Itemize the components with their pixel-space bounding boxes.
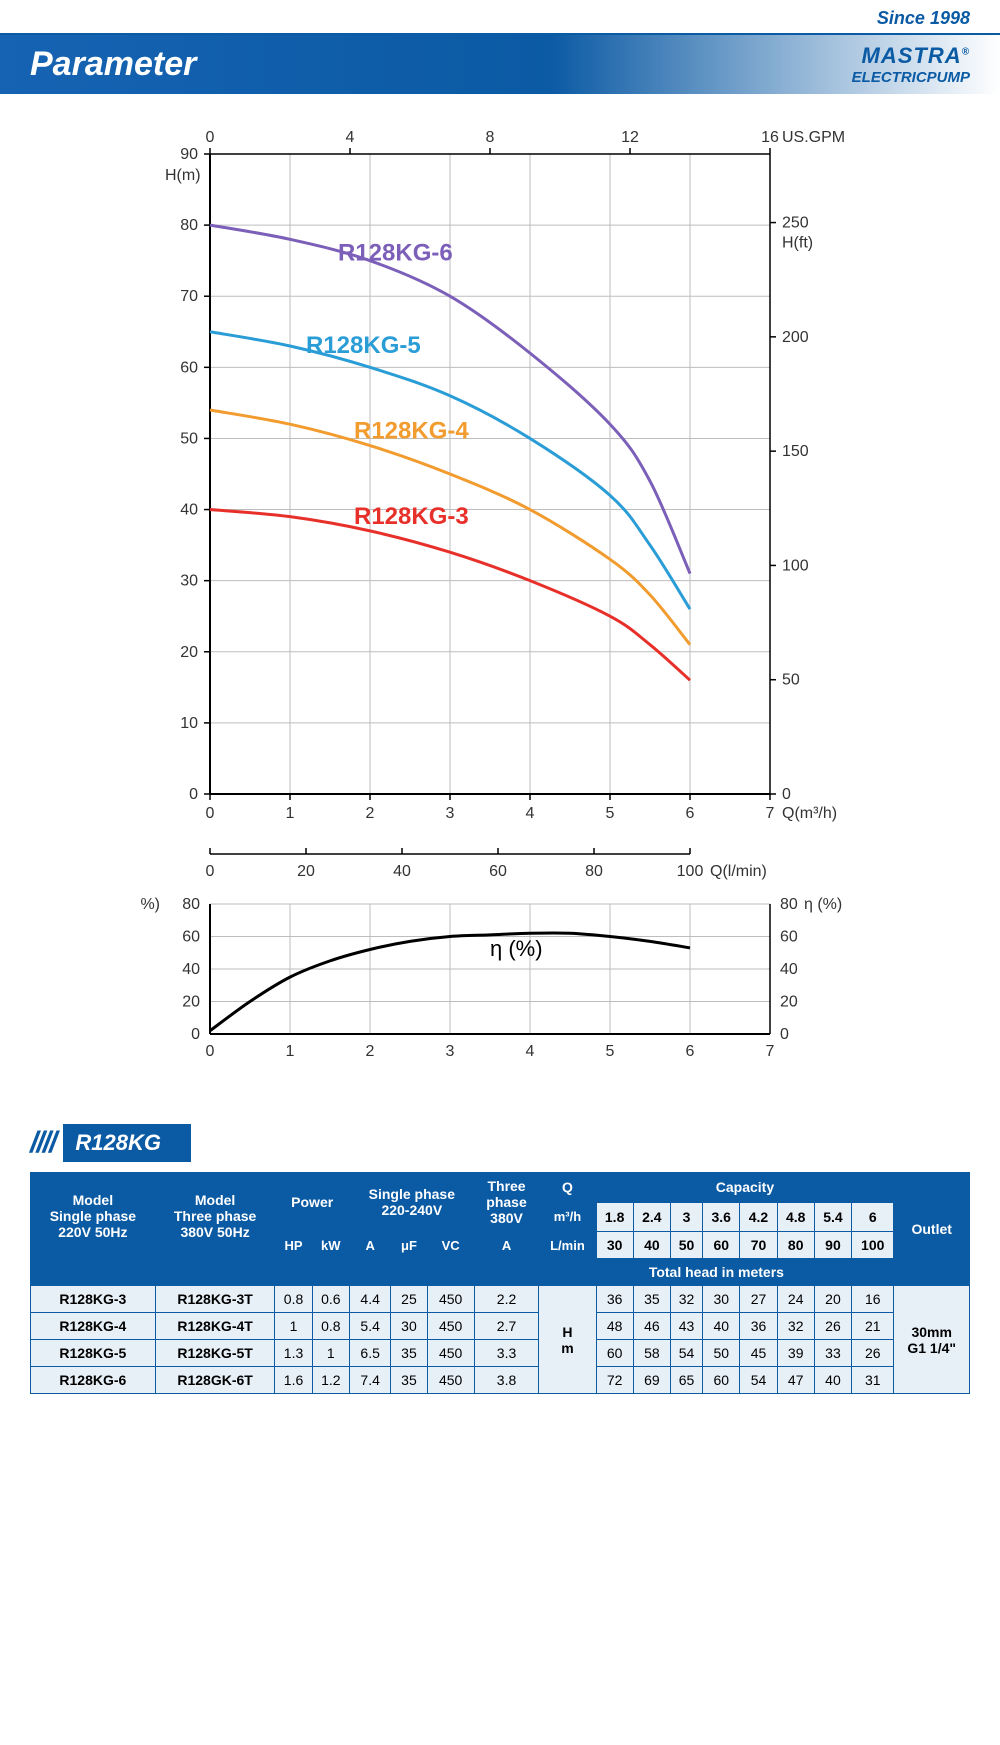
svg-text:60: 60	[182, 929, 200, 946]
svg-text:R128KG-3: R128KG-3	[354, 503, 469, 530]
since-text: Since 1998	[0, 0, 1000, 35]
svg-text:200: 200	[782, 329, 809, 346]
svg-text:20: 20	[180, 644, 198, 661]
section-header: //// R128KG	[30, 1124, 970, 1162]
brand-sub: ELECTRICPUMP	[852, 69, 970, 86]
svg-text:8: 8	[486, 129, 495, 146]
svg-text:90: 90	[180, 146, 198, 163]
svg-text:0: 0	[206, 1043, 215, 1060]
svg-text:5: 5	[606, 805, 615, 822]
section-label: R128KG	[63, 1124, 191, 1162]
svg-text:4: 4	[526, 805, 535, 822]
brand-reg: ®	[962, 47, 970, 58]
svg-text:40: 40	[780, 961, 798, 978]
efficiency-chart: 00202040406060808001234567%)η (%)η (%)	[120, 894, 880, 1094]
svg-text:4: 4	[346, 129, 355, 146]
lmin-axis: 0 20 40 60 80 100 Q(l/min)	[120, 834, 880, 894]
svg-text:6: 6	[686, 1043, 695, 1060]
svg-text:R128KG-5: R128KG-5	[306, 332, 421, 359]
header-banner: Parameter MASTRA® ELECTRICPUMP	[0, 35, 1000, 94]
svg-text:16: 16	[761, 129, 779, 146]
svg-text:Q(m³/h): Q(m³/h)	[782, 805, 837, 822]
svg-text:60: 60	[780, 929, 798, 946]
svg-text:η (%): η (%)	[490, 936, 543, 961]
svg-text:60: 60	[489, 863, 507, 880]
svg-text:150: 150	[782, 443, 809, 460]
svg-text:η (%): η (%)	[804, 896, 842, 913]
svg-text:4: 4	[526, 1043, 535, 1060]
svg-text:80: 80	[585, 863, 603, 880]
svg-text:20: 20	[297, 863, 315, 880]
spec-table: ModelSingle phase220V 50Hz ModelThree ph…	[30, 1172, 970, 1394]
svg-text:100: 100	[677, 863, 704, 880]
svg-text:50: 50	[180, 430, 198, 447]
svg-text:1: 1	[286, 805, 295, 822]
svg-text:80: 80	[180, 217, 198, 234]
svg-text:2: 2	[366, 1043, 375, 1060]
svg-text:3: 3	[446, 805, 455, 822]
svg-text:80: 80	[182, 896, 200, 913]
svg-text:0: 0	[206, 129, 215, 146]
svg-text:Q(l/min): Q(l/min)	[710, 863, 767, 880]
svg-text:50: 50	[782, 672, 800, 689]
svg-text:0: 0	[206, 805, 215, 822]
svg-text:40: 40	[180, 502, 198, 519]
svg-text:H(ft): H(ft)	[782, 235, 813, 252]
svg-text:7: 7	[766, 1043, 775, 1060]
svg-text:60: 60	[180, 359, 198, 376]
svg-text:30: 30	[180, 573, 198, 590]
svg-text:2: 2	[366, 805, 375, 822]
svg-text:80: 80	[780, 896, 798, 913]
svg-text:US.GPM: US.GPM	[782, 129, 845, 146]
svg-text:6: 6	[686, 805, 695, 822]
svg-text:3: 3	[446, 1043, 455, 1060]
svg-text:20: 20	[182, 994, 200, 1011]
svg-text:100: 100	[782, 557, 809, 574]
svg-text:0: 0	[780, 1026, 789, 1043]
page-title: Parameter	[30, 45, 196, 84]
svg-text:40: 40	[393, 863, 411, 880]
svg-text:H(m): H(m)	[165, 167, 201, 184]
svg-text:7: 7	[766, 805, 775, 822]
svg-text:12: 12	[621, 129, 639, 146]
brand-block: MASTRA® ELECTRICPUMP	[852, 43, 970, 86]
svg-text:0: 0	[189, 786, 198, 803]
brand-name: MASTRA	[862, 43, 962, 68]
svg-text:1: 1	[286, 1043, 295, 1060]
svg-text:10: 10	[180, 715, 198, 732]
svg-text:70: 70	[180, 288, 198, 305]
svg-text:0: 0	[191, 1026, 200, 1043]
svg-text:5: 5	[606, 1043, 615, 1060]
slash-icon: ////	[30, 1126, 55, 1160]
svg-text:0: 0	[782, 786, 791, 803]
svg-text:R128KG-4: R128KG-4	[354, 417, 469, 444]
performance-chart: 0102030405060708090H(m)01234567Q(m³/h)04…	[120, 114, 880, 834]
svg-text:250: 250	[782, 215, 809, 232]
svg-text:%): %)	[140, 896, 160, 913]
svg-text:R128KG-6: R128KG-6	[338, 240, 453, 267]
svg-text:20: 20	[780, 994, 798, 1011]
svg-text:40: 40	[182, 961, 200, 978]
svg-text:0: 0	[206, 863, 215, 880]
